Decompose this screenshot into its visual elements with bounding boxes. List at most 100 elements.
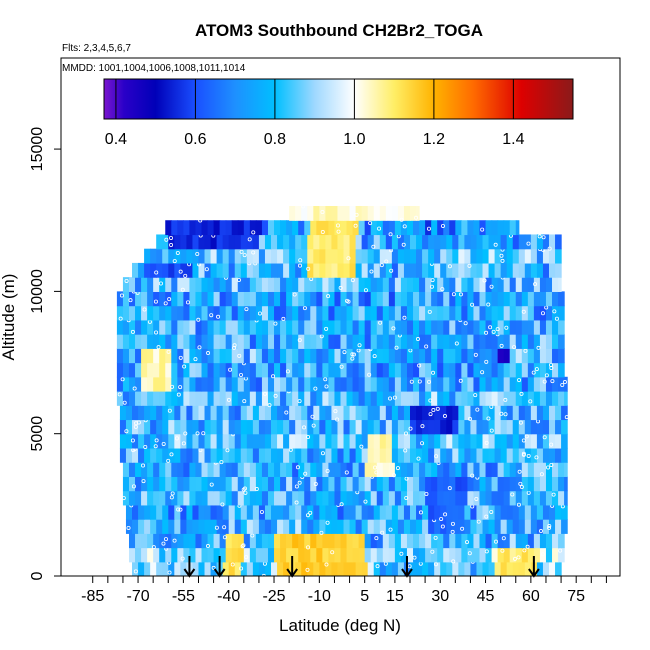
heatmap-cell: [204, 447, 212, 463]
heatmap-cell: [385, 419, 393, 435]
heatmap-cell: [494, 234, 502, 250]
heatmap-cell: [168, 519, 175, 534]
heatmap-cell: [141, 319, 148, 335]
sample-point: [183, 273, 188, 278]
heatmap-cell: [488, 262, 496, 278]
heatmap-cell: [555, 561, 562, 576]
heatmap-cell: [135, 490, 142, 506]
heatmap-cell: [461, 220, 468, 236]
heatmap-cell: [403, 262, 411, 278]
heatmap-cell: [289, 504, 296, 520]
sample-point: [324, 562, 329, 567]
heatmap-cell: [331, 519, 339, 534]
heatmap-cell: [555, 405, 562, 421]
heatmap-cell: [491, 319, 499, 335]
heatmap-cell: [189, 319, 197, 335]
heatmap-cell: [388, 334, 396, 349]
sample-point: [549, 442, 554, 447]
heatmap-cell: [431, 547, 438, 563]
heatmap-cell: [340, 362, 348, 378]
heatmap-cell: [506, 433, 514, 449]
heatmap-cell: [340, 305, 348, 321]
heatmap-cell: [252, 248, 260, 264]
heatmap-cell: [310, 547, 317, 563]
heatmap-cell: [376, 362, 384, 378]
heatmap-cell: [524, 262, 532, 278]
heatmap-cell: [455, 547, 462, 563]
heatmap-cell: [198, 447, 206, 463]
heatmap-cell: [527, 362, 535, 378]
sample-point: [547, 246, 552, 251]
heatmap-cell: [174, 248, 181, 264]
heatmap-cell: [425, 362, 432, 378]
heatmap-cell: [539, 533, 547, 549]
heatmap-cell: [147, 348, 154, 364]
heatmap-cell: [437, 462, 444, 477]
heatmap-cell: [346, 376, 354, 392]
sample-point: [414, 215, 419, 220]
heatmap-cell: [376, 462, 384, 477]
sample-point: [239, 249, 244, 254]
heatmap-cell: [277, 519, 284, 534]
heatmap-cell: [183, 533, 191, 549]
heatmap-cell: [533, 490, 541, 506]
heatmap-cell: [298, 391, 305, 406]
heatmap-cell: [141, 334, 148, 349]
heatmap-cell: [545, 391, 553, 406]
heatmap-cell: [346, 220, 354, 236]
heatmap-cell: [334, 334, 342, 349]
heatmap-cell: [267, 305, 275, 321]
chart-title: ATOM3 Southbound CH2Br2_TOGA: [195, 21, 483, 40]
heatmap-cell: [527, 277, 535, 292]
sample-point: [379, 263, 384, 268]
heatmap-cell: [255, 391, 263, 406]
sample-point: [284, 410, 289, 415]
heatmap-cell: [558, 319, 565, 335]
heatmap-cell: [174, 405, 181, 421]
heatmap-cell: [186, 248, 194, 264]
heatmap-cell: [283, 405, 290, 421]
heatmap-cell: [512, 504, 520, 520]
heatmap-cell: [147, 462, 154, 477]
heatmap-cell: [413, 462, 420, 477]
heatmap-cell: [349, 447, 357, 463]
heatmap-cell: [168, 234, 175, 250]
heatmap-cell: [548, 447, 556, 463]
heatmap-cell: [555, 447, 562, 463]
heatmap-cell: [352, 391, 360, 406]
heatmap-cell: [289, 447, 296, 463]
heatmap-cell: [313, 561, 320, 576]
sample-point: [440, 287, 445, 292]
heatmap-cell: [258, 419, 266, 435]
heatmap-cell: [385, 405, 393, 421]
sample-point: [407, 564, 412, 569]
x-tick-label: -10: [308, 588, 331, 605]
heatmap-cell: [370, 476, 378, 492]
heatmap-cell: [322, 376, 330, 392]
heatmap-cell: [394, 490, 402, 506]
heatmap-cell: [509, 490, 517, 506]
heatmap-cell: [277, 419, 284, 435]
heatmap-cell: [267, 476, 275, 492]
sample-point: [228, 367, 233, 372]
heatmap-cell: [165, 391, 172, 406]
heatmap-cell: [283, 248, 290, 264]
heatmap-cell: [165, 334, 172, 349]
heatmap-cell: [207, 277, 215, 292]
heatmap-cell: [455, 533, 462, 549]
heatmap-cell: [322, 277, 330, 292]
heatmap-cell: [382, 362, 390, 378]
heatmap-cell: [518, 561, 526, 576]
heatmap-cell: [153, 348, 160, 364]
heatmap-cell: [437, 220, 444, 236]
heatmap-cell: [310, 348, 317, 364]
heatmap-cell: [240, 519, 248, 534]
heatmap-cell: [413, 490, 420, 506]
heatmap-cell: [455, 305, 462, 321]
heatmap-cell: [394, 277, 402, 292]
heatmap-cell: [249, 362, 257, 378]
sample-point: [539, 472, 544, 477]
heatmap-cell: [370, 291, 378, 307]
sample-point: [168, 235, 173, 240]
heatmap-cell: [128, 305, 136, 321]
